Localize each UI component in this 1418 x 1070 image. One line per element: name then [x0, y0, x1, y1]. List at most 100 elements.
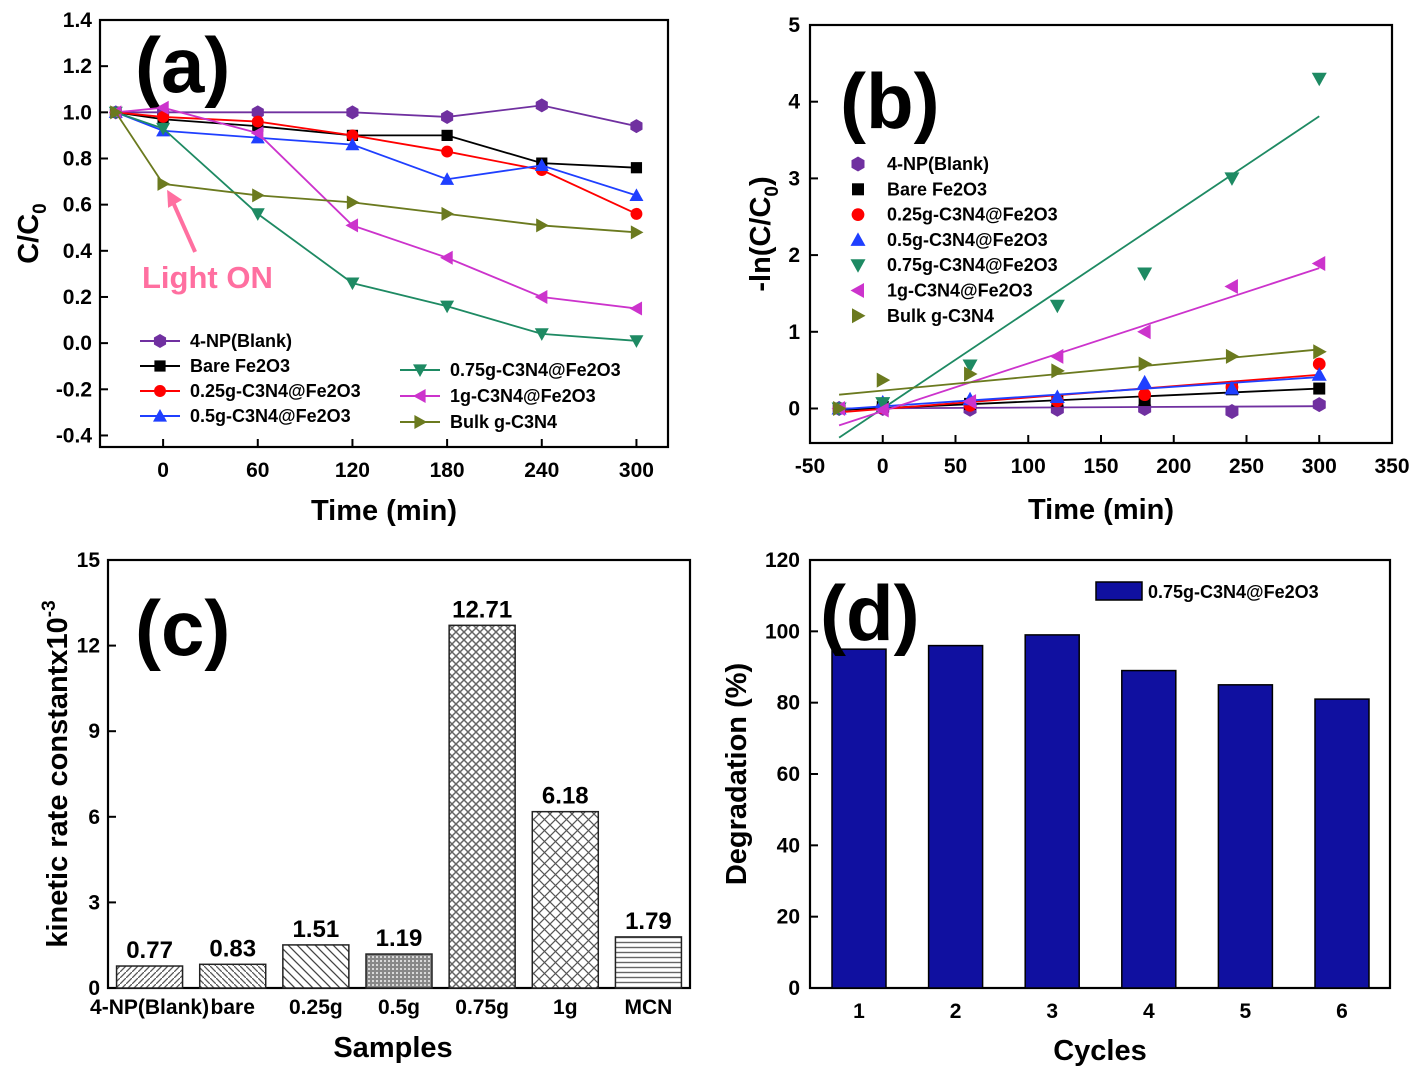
panel-c-bar	[282, 944, 350, 989]
panel-a-point	[110, 105, 123, 120]
panel-a-point	[629, 301, 643, 316]
panel-c-ytick-label: 15	[77, 549, 101, 572]
panel-c-value-label: 1.19	[376, 925, 423, 952]
panel-a-ytick-label: -0.4	[56, 424, 93, 447]
panel-c-category-label: 0.75g	[455, 996, 509, 1019]
panel-d-xtick-label: 4	[1143, 1000, 1155, 1023]
panel-d-letter: (d)	[820, 569, 920, 657]
panel-a-xtick-label: 0	[157, 459, 169, 482]
panel-b-ylabel: -ln(C/C0)	[745, 176, 783, 291]
panel-a-point	[250, 126, 264, 141]
panel-a-legend-marker	[153, 409, 167, 422]
panel-a-xtick-label: 300	[619, 459, 654, 482]
panel-c-category-label: MCN	[625, 996, 673, 1019]
panel-a-point	[440, 300, 455, 314]
panel-a-point	[346, 129, 359, 142]
panel-b-point	[1312, 357, 1326, 371]
panel-c-ytick-label: 9	[88, 720, 100, 743]
panel-a-legend-label: Bare Fe2O3	[190, 356, 290, 376]
panel-a-xtick-label: 120	[335, 459, 370, 482]
panel-b-legend-marker	[850, 259, 866, 273]
panel-a-legend-marker	[413, 364, 427, 377]
panel-d-ytick-label: 40	[777, 834, 800, 857]
panel-b-point	[962, 359, 978, 374]
panel-b-kinetics-chart: 0 1 2 3 4 5 -50 0 50 100 150 200 250 300 350 Time (min)…	[745, 14, 1410, 526]
panel-b-point	[1137, 374, 1153, 389]
panel-a-legend-marker	[153, 334, 167, 348]
panel-a-point	[157, 110, 170, 123]
panel-c-ytick-label: 3	[88, 891, 100, 914]
panel-b-xtick-label: 0	[877, 455, 889, 478]
panel-d-xtick-label: 3	[1046, 1000, 1058, 1023]
panel-b-legend-label: 0.5g-C3N4@Fe2O3	[887, 230, 1048, 250]
panel-d-bar	[831, 648, 887, 989]
panel-a-legend-marker	[414, 415, 427, 429]
panel-a-xlabel: Time (min)	[311, 495, 457, 527]
panel-b-xtick-label: 100	[1011, 455, 1046, 478]
panel-a-annotation-arrow	[169, 197, 197, 253]
panel-d-xtick-label: 6	[1336, 1000, 1348, 1023]
panel-a-ytick-label: 1.4	[63, 9, 93, 32]
panel-a-point	[252, 188, 265, 203]
panel-b-legend-marker	[850, 283, 864, 298]
panel-b-point	[1051, 363, 1065, 379]
panel-b-point	[964, 366, 978, 382]
panel-a-annotation-text: Light ON	[142, 260, 273, 295]
panel-c-letter: (c)	[135, 584, 230, 672]
panel-c-bar	[448, 624, 516, 989]
panel-a-ytick-label: 0.6	[63, 194, 92, 217]
panel-b-ytick-label: 5	[788, 14, 800, 37]
panel-c-category-label: 4-NP(Blank)	[90, 996, 209, 1019]
panel-a-point	[629, 335, 644, 348]
panel-b-xtick-label: 150	[1083, 455, 1118, 478]
panel-a-point	[345, 277, 360, 291]
panel-d-ytick-label: 100	[765, 620, 800, 643]
panel-c-value-label: 1.79	[625, 908, 672, 935]
panel-b-point	[1224, 172, 1240, 186]
panel-b-legend-label: 4-NP(Blank)	[887, 154, 989, 174]
panel-b-point	[875, 397, 891, 411]
panel-d-xtick-label: 2	[950, 1000, 962, 1023]
panel-a-point	[156, 122, 171, 136]
panel-a-xtick-label: 180	[430, 459, 465, 482]
panel-b-xtick-label: 200	[1156, 455, 1191, 478]
panel-b-legend-label: 1g-C3N4@Fe2O3	[887, 281, 1033, 301]
panel-c-value-label: 0.77	[126, 937, 173, 964]
panel-b-legend-label: Bare Fe2O3	[887, 179, 987, 199]
panel-a-point	[345, 218, 359, 233]
panel-c-ylabel: kinetic rate constantx10-3	[39, 600, 74, 947]
panel-b-point	[1313, 344, 1327, 360]
panel-b-point	[876, 372, 891, 388]
panel-b-point	[833, 400, 847, 416]
panel-a-series-6	[110, 105, 644, 240]
panel-b-point	[1049, 389, 1065, 403]
panel-a-point	[441, 109, 454, 124]
panel-a-legend-marker	[154, 360, 166, 372]
panel-b-legend-marker	[851, 156, 865, 172]
panel-c-bar	[198, 963, 267, 989]
panel-c-value-label: 0.83	[209, 935, 256, 962]
panel-a-legend-label: 0.5g-C3N4@Fe2O3	[190, 406, 351, 426]
panel-b-xtick-label: 350	[1374, 455, 1409, 478]
panel-a-ytick-label: 1.0	[63, 101, 92, 124]
panel-c-bar	[365, 953, 433, 989]
panel-a-point	[534, 328, 549, 341]
panel-b-xtick-label: 300	[1302, 455, 1337, 478]
panel-a-line-chart: -0.4 -0.2 0.0 0.2 0.4 0.6 0.8 1.0 1.2 1.4 0 60 120 18…	[13, 9, 670, 527]
panel-b-point	[1049, 299, 1065, 314]
panel-b-point	[1224, 381, 1240, 395]
panel-c-ytick-label: 0	[88, 977, 100, 1000]
panel-a-point	[629, 188, 644, 202]
panel-b-fit-line	[839, 405, 1320, 410]
panel-d-ytick-label: 60	[777, 763, 800, 786]
panel-a-point	[346, 105, 359, 120]
panel-d-xlabel: Cycles	[1053, 1035, 1147, 1067]
panel-c-ytick-label: 6	[88, 806, 100, 829]
panel-b-point	[1137, 267, 1153, 281]
panel-b-ytick-label: 1	[788, 321, 800, 344]
panel-a-legend-marker	[154, 385, 166, 397]
panel-c-value-label: 6.18	[542, 783, 589, 810]
panel-d-xtick-label: 5	[1240, 1000, 1252, 1023]
panel-a-point	[630, 162, 643, 174]
